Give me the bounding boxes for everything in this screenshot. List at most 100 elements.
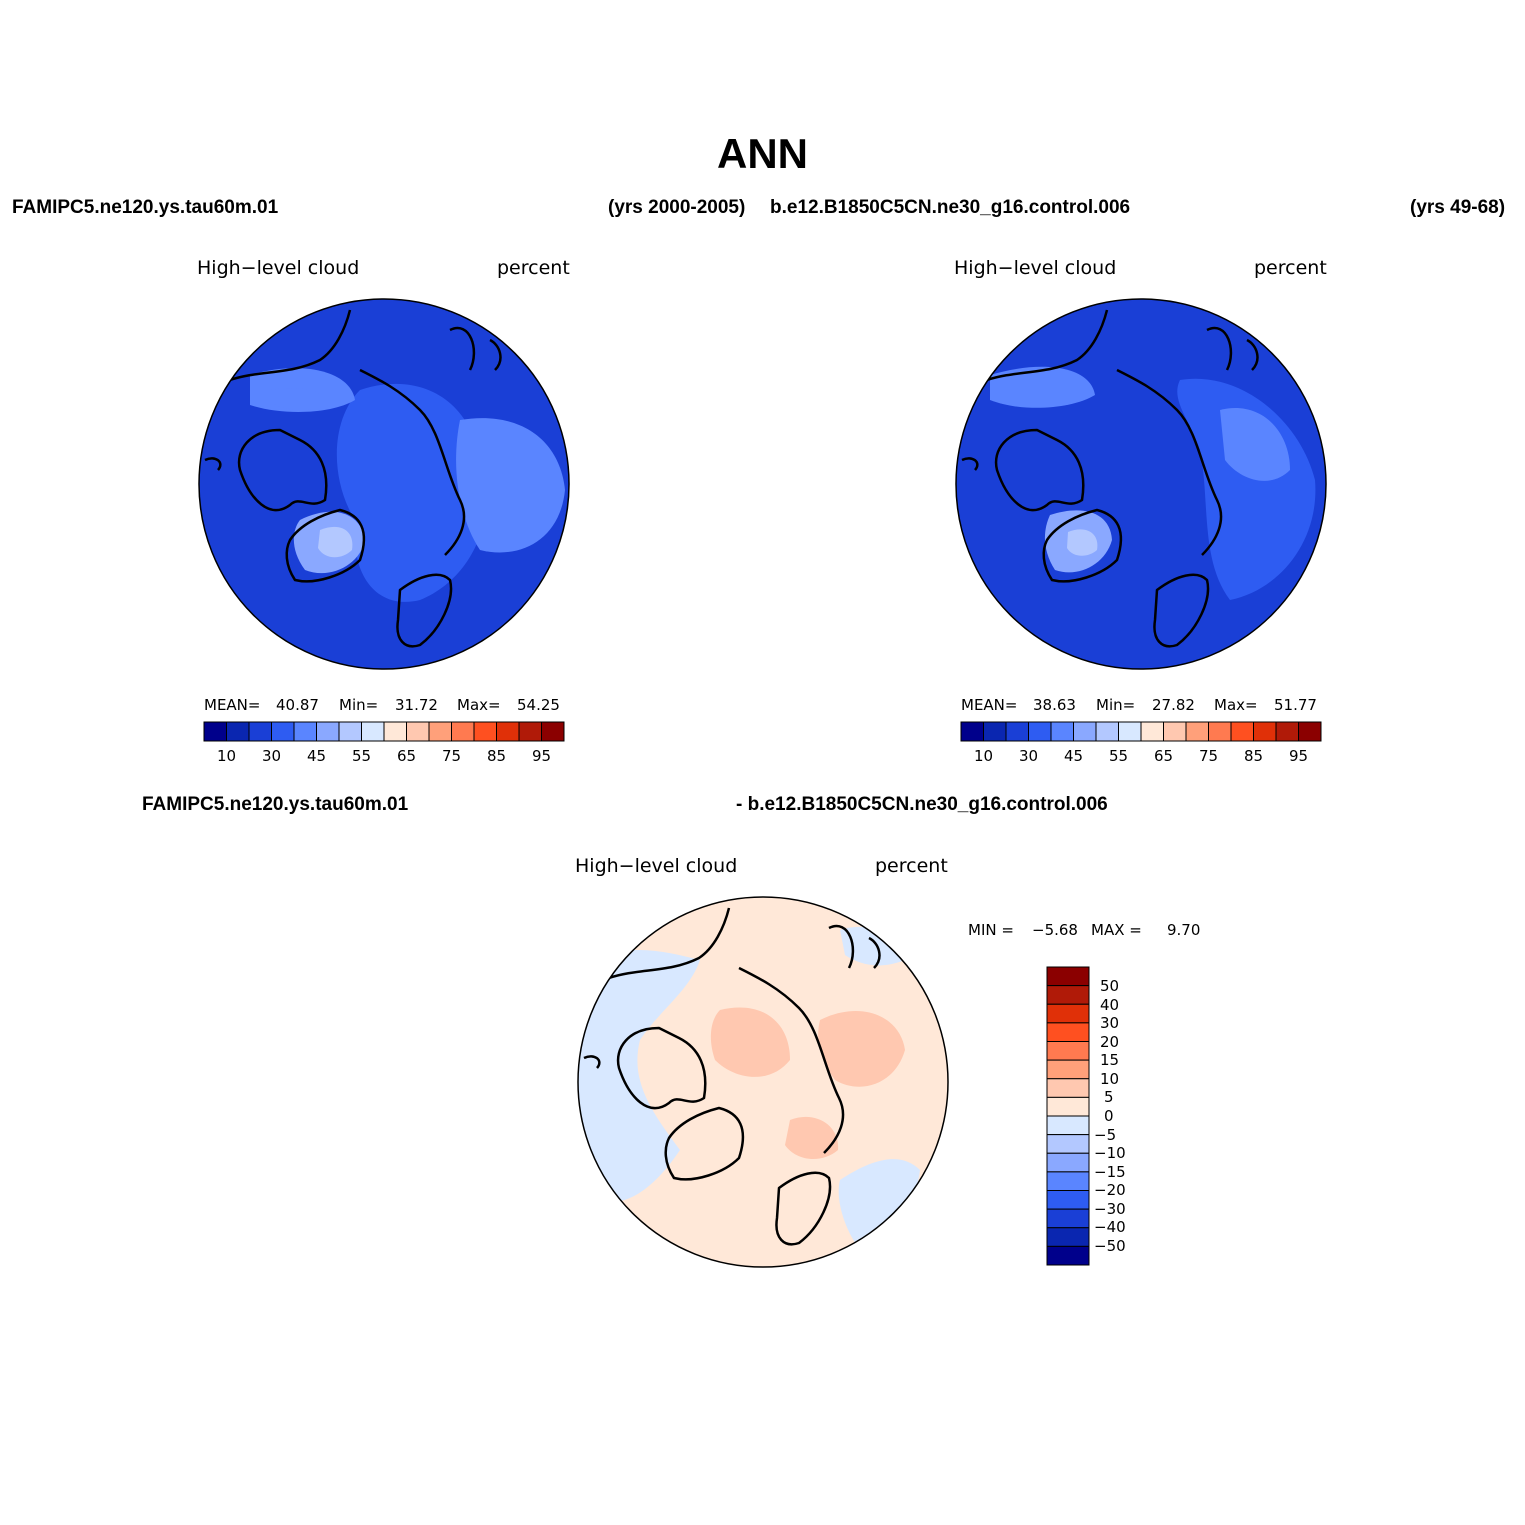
panel1-min-value: 31.72 [395, 696, 438, 714]
diff-case-left: FAMIPC5.ne120.ys.tau60m.01 [142, 794, 409, 815]
panel1-cbar-tick: 30 [262, 747, 282, 765]
panel2-coastline [1042, 508, 1123, 583]
panel1-coastline [285, 508, 366, 583]
panel1-max-value: 54.25 [517, 696, 560, 714]
panel2-colorbar-swatch [1140, 721, 1164, 742]
panel2-cbar-tick: 55 [1109, 747, 1129, 765]
diff-coastline [608, 907, 731, 1110]
panel2-polar-map [956, 299, 1326, 669]
panel2-coastlines [961, 309, 1259, 648]
panel1-colorbar-swatch [541, 721, 565, 742]
diff-colorbar-swatch [1046, 1208, 1090, 1229]
diff-cbar-tick: 40 [1100, 996, 1120, 1014]
diff-case-right: - b.e12.B1850C5CN.ne30_g16.control.006 [736, 794, 1108, 815]
diff-cbar-tick: −20 [1094, 1181, 1126, 1199]
panel1-cbar-tick: 85 [487, 747, 507, 765]
diff-cbar-tick: −50 [1094, 1237, 1126, 1255]
panel1-mean-value: 40.87 [276, 696, 319, 714]
panel2-case-name: b.e12.B1850C5CN.ne30_g16.control.006 [770, 197, 1131, 218]
panel1-colorbar-swatch [428, 721, 452, 742]
panel2-colorbar-swatch [1073, 721, 1097, 742]
panel2-colorbar [960, 721, 1322, 742]
diff-cbar-tick: −40 [1094, 1218, 1126, 1236]
panel1-colorbar-swatch [518, 721, 542, 742]
panel2-min-label: Min= [1096, 696, 1136, 714]
panel1-colorbar [203, 721, 565, 742]
panel2-colorbar-swatch [1253, 721, 1277, 742]
diff-colorbar-swatch [1046, 1227, 1090, 1247]
panel2-cbar-tick: 30 [1019, 747, 1039, 765]
panel2-mean-label: MEAN= [961, 696, 1018, 714]
panel2-cbar-tick: 65 [1154, 747, 1174, 765]
panel2-colorbar-swatch [983, 721, 1007, 742]
panel2-colorbar-swatch [960, 721, 984, 742]
panel2-colorbar-swatch [1298, 721, 1322, 742]
panel1-colorbar-swatch [473, 721, 497, 742]
diff-max-label: MAX = [1091, 921, 1142, 939]
diff-colorbar-swatch [1046, 1096, 1090, 1117]
panel1-colorbar-swatch [203, 721, 227, 742]
panel1-colorbar-swatch [361, 721, 385, 742]
diff-cbar-tick: −30 [1094, 1200, 1126, 1218]
panel1-cbar-tick: 95 [532, 747, 552, 765]
panel1-contour-region [336, 383, 487, 602]
panel2-cbar-tick: 10 [974, 747, 994, 765]
panel1-colorbar-swatch [451, 721, 475, 742]
panel1-coastline [359, 368, 466, 648]
diff-variable-label: High−level cloud [575, 855, 738, 877]
panel1-max-label: Max= [457, 696, 501, 714]
panel1-contour-region [318, 526, 353, 558]
panel1-contour-region [270, 388, 330, 410]
panel2-colorbar-swatch [1208, 721, 1232, 742]
panel1-colorbar-swatch [496, 721, 520, 742]
panel2-cbar-tick: 45 [1064, 747, 1084, 765]
panel2-units-label: percent [1254, 257, 1327, 279]
panel1-case-name: FAMIPC5.ne120.ys.tau60m.01 [12, 197, 279, 218]
panel2-colorbar-swatch [1005, 721, 1029, 742]
diff-cbar-tick: 20 [1100, 1033, 1120, 1051]
panel1-cbar-tick: 55 [352, 747, 372, 765]
diff-cbar-tick: 30 [1100, 1014, 1120, 1032]
panel2-variable-label: High−level cloud [954, 257, 1117, 279]
diff-cbar-tick: 0 [1104, 1107, 1114, 1125]
panel2-contour-region [990, 366, 1095, 408]
diff-cbar-tick: −15 [1094, 1163, 1126, 1181]
panel2-colorbar-swatch [1095, 721, 1119, 742]
diff-cbar-tick: 10 [1100, 1070, 1120, 1088]
diff-map-border [577, 896, 949, 1268]
diff-colorbar-swatch [1046, 1152, 1090, 1173]
panel1-coastline [204, 326, 502, 471]
panel1-colorbar-swatch [383, 721, 407, 742]
diff-cbar-tick: 50 [1100, 977, 1120, 995]
panel1-contour-region [456, 418, 565, 553]
diff-cbar-tick: −10 [1094, 1144, 1126, 1162]
panel1-colorbar-swatch [338, 721, 362, 742]
panel2-cbar-tick: 95 [1289, 747, 1309, 765]
panel1-mean-label: MEAN= [204, 696, 261, 714]
panel2-cbar-tick: 85 [1244, 747, 1264, 765]
panel1-colorbar-swatch [316, 721, 340, 742]
panel1-colorbar-swatch [271, 721, 295, 742]
diff-cbar-tick: 5 [1104, 1088, 1114, 1106]
diff-colorbar-swatch [1046, 1041, 1090, 1061]
diff-coastline [583, 924, 881, 1069]
panel1-map-border [198, 298, 570, 670]
diff-colorbar [1046, 966, 1090, 1266]
panel1-units-label: percent [497, 257, 570, 279]
diff-cbar-tick: 15 [1100, 1051, 1120, 1069]
diff-coastline [664, 1106, 745, 1181]
panel1-cbar-tick: 10 [217, 747, 237, 765]
panel2-coastline [986, 309, 1109, 512]
diff-colorbar-swatch [1046, 985, 1090, 1005]
panel2-max-value: 51.77 [1274, 696, 1317, 714]
diff-colorbar-swatch [1046, 1078, 1090, 1098]
panel2-mean-value: 38.63 [1033, 696, 1076, 714]
panel2-coastline [961, 326, 1259, 471]
panel1-variable-label: High−level cloud [197, 257, 360, 279]
diff-colorbar-swatch [1046, 1134, 1090, 1154]
panel2-years: (yrs 49-68) [1410, 197, 1506, 218]
diff-max-value: 9.70 [1167, 921, 1201, 939]
diff-colorbar-swatch [1046, 1003, 1090, 1024]
panel2-colorbar-swatch [1230, 721, 1254, 742]
